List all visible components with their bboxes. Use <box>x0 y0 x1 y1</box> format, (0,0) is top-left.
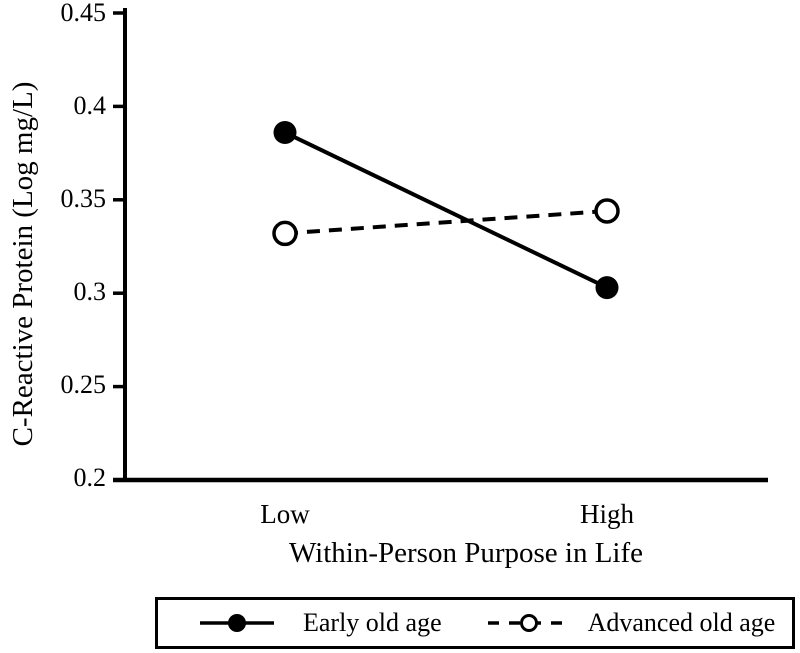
y-tick-label: 0.35 <box>60 184 107 213</box>
y-tick-label: 0.2 <box>73 463 107 492</box>
legend-label-early-old-age: Early old age <box>303 608 442 637</box>
y-tick-label: 0.4 <box>73 91 107 120</box>
plot-area <box>113 8 768 483</box>
x-tick-label-high: High <box>580 499 634 529</box>
y-tick-label: 0.3 <box>73 277 107 306</box>
y-tick-label: 0.25 <box>60 370 107 399</box>
x-tick-label-low: Low <box>260 499 310 529</box>
legend-label-advanced-old-age: Advanced old age <box>587 608 776 637</box>
data-point-series-1-high <box>594 198 620 224</box>
data-point-series-0-high <box>595 276 619 300</box>
data-point-series-0-low <box>273 121 297 145</box>
y-tick-label: 0.45 <box>60 0 107 27</box>
series-line-0 <box>284 130 608 290</box>
solid-line-filled-circle-icon <box>200 614 274 632</box>
x-axis-title: Within-Person Purpose in Life <box>288 537 644 569</box>
dashed-line-open-circle-icon <box>487 614 570 632</box>
data-point-series-1-low <box>272 220 298 247</box>
series-line-1 <box>284 209 608 236</box>
legend-box: Early old age Advanced old age <box>155 597 795 649</box>
